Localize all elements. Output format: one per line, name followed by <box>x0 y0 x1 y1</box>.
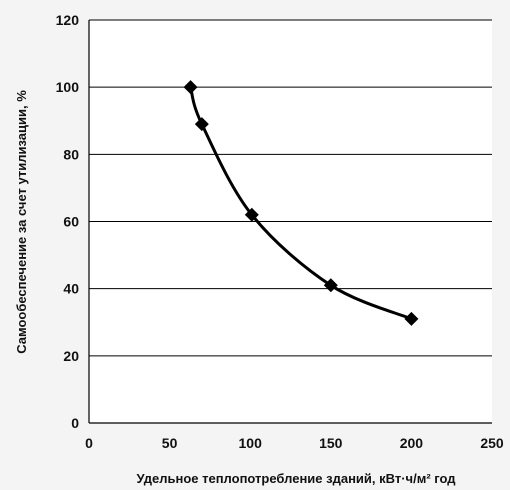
x-tick-label: 100 <box>239 435 263 451</box>
y-tick-label: 100 <box>56 79 80 95</box>
data-point <box>194 117 209 132</box>
x-tick-label: 250 <box>480 435 504 451</box>
tick-labels: 0 20 40 60 80 100 120 0 50 100 150 200 250 <box>56 12 504 451</box>
x-axis-title: Удельное теплопотребление зданий, кВт·ч/… <box>136 471 456 486</box>
data-point <box>323 278 338 293</box>
axes <box>88 20 492 424</box>
y-tick-label: 40 <box>63 281 79 297</box>
grid-lines <box>89 19 492 357</box>
y-tick-label: 120 <box>56 12 80 28</box>
y-tick-label: 80 <box>63 146 79 162</box>
data-series <box>183 80 419 326</box>
x-tick-label: 150 <box>319 435 343 451</box>
y-axis-title: Самообеспечение за счет утилизации, % <box>14 90 29 354</box>
data-point <box>183 80 198 95</box>
data-point <box>404 311 419 326</box>
x-tick-label: 50 <box>162 435 178 451</box>
y-tick-label: 20 <box>63 348 79 364</box>
y-tick-label: 0 <box>71 415 79 431</box>
y-tick-label: 60 <box>63 214 79 230</box>
x-tick-label: 0 <box>85 435 93 451</box>
x-tick-label: 200 <box>400 435 424 451</box>
data-point <box>244 207 259 222</box>
